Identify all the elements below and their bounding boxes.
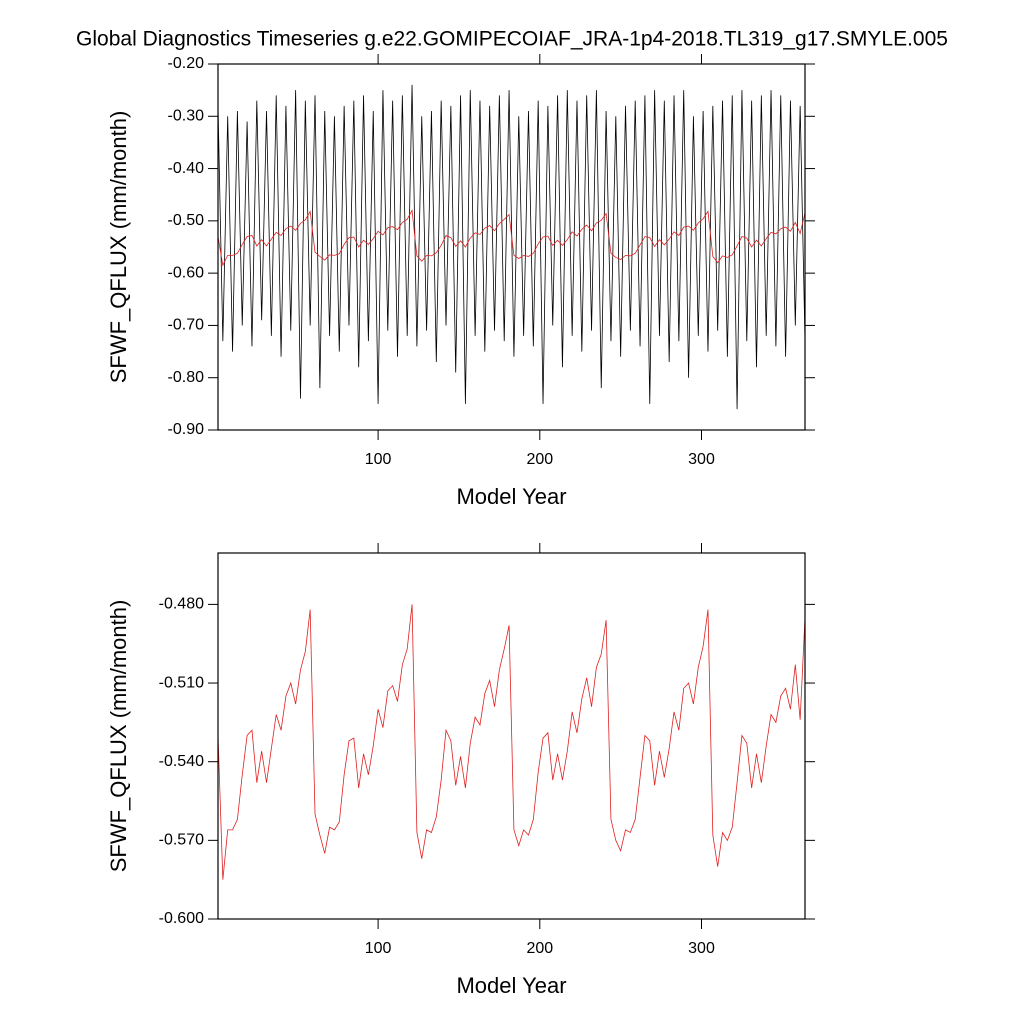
y-tick-label: -0.40 <box>168 160 205 177</box>
y-axis-label: SFWF_QFLUX (mm/month) <box>106 111 131 384</box>
y-tick-label: -0.510 <box>159 674 204 691</box>
y-tick-label: -0.570 <box>159 832 204 849</box>
y-tick-label: -0.30 <box>168 108 205 125</box>
x-axis-label: Model Year <box>456 973 566 998</box>
y-tick-label: -0.60 <box>168 264 205 281</box>
y-tick-label: -0.20 <box>168 55 205 72</box>
y-tick-label: -0.50 <box>168 212 205 229</box>
x-axis-label: Model Year <box>456 484 566 509</box>
y-tick-label: -0.70 <box>168 317 205 334</box>
x-tick-label: 300 <box>688 940 715 957</box>
y-tick-label: -0.540 <box>159 753 204 770</box>
series-line <box>218 84 805 410</box>
x-tick-label: 200 <box>526 940 553 957</box>
plot-area <box>218 604 805 880</box>
y-tick-label: -0.480 <box>159 596 204 613</box>
x-tick-label: 200 <box>526 451 553 468</box>
x-tick-label: 100 <box>365 451 392 468</box>
y-tick-label: -0.600 <box>159 910 204 927</box>
y-axis-label: SFWF_QFLUX (mm/month) <box>106 600 131 873</box>
x-tick-label: 100 <box>365 940 392 957</box>
series-line <box>218 209 805 267</box>
series-line <box>218 604 805 880</box>
y-tick-label: -0.90 <box>168 421 205 438</box>
x-tick-label: 300 <box>688 451 715 468</box>
plot-frame <box>217 63 806 431</box>
chart-title: Global Diagnostics Timeseries g.e22.GOMI… <box>76 28 948 51</box>
plot-frame <box>217 552 806 920</box>
plot-area <box>218 84 805 410</box>
y-tick-label: -0.80 <box>168 369 205 386</box>
